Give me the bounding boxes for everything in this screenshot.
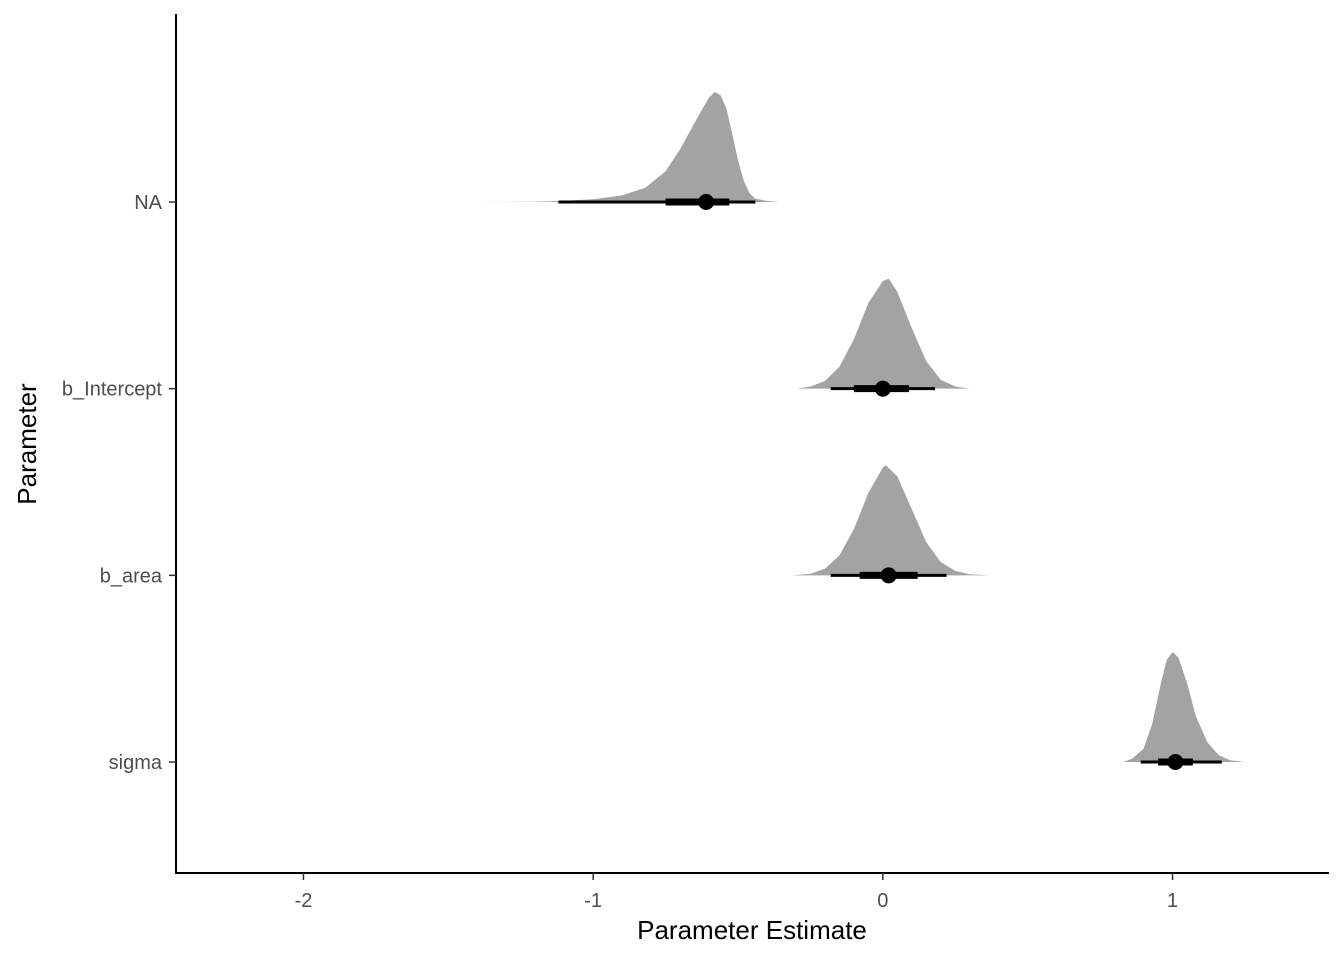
density-layer bbox=[477, 92, 1245, 762]
median-point-b_Intercept bbox=[874, 380, 891, 397]
y-tick-label: sigma bbox=[109, 752, 163, 774]
x-tick-label: 0 bbox=[877, 890, 888, 912]
x-tick-label: 1 bbox=[1167, 890, 1178, 912]
y-tick-label: b_Intercept bbox=[62, 379, 163, 401]
density-b_area bbox=[793, 465, 988, 576]
x-tick-label: -1 bbox=[584, 890, 602, 912]
interval-layer bbox=[558, 194, 1222, 770]
x-ticks: -2 -1 0 1 bbox=[295, 873, 1178, 912]
y-tick-label: b_area bbox=[100, 565, 163, 587]
median-point-b_area bbox=[880, 567, 897, 584]
y-axis-title: Parameter bbox=[12, 383, 42, 505]
x-tick-label: -2 bbox=[295, 890, 313, 912]
y-tick-label: NA bbox=[134, 192, 162, 214]
density-b_Intercept bbox=[796, 278, 970, 389]
median-point-sigma bbox=[1167, 754, 1184, 770]
median-point-NA bbox=[698, 194, 715, 210]
x-axis-title: Parameter Estimate bbox=[637, 915, 867, 945]
density-NA bbox=[477, 92, 779, 202]
density-sigma bbox=[1123, 652, 1245, 762]
